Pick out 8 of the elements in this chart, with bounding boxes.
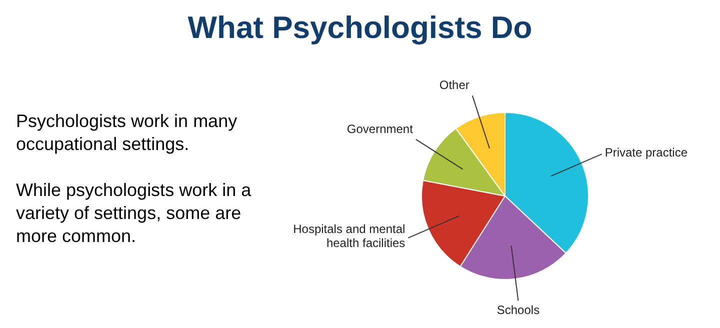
text: Psychologists work in many occupational settings. <box>16 110 238 156</box>
slice-label: Hospitals and mental health facilities <box>293 222 406 250</box>
slice-label: Private practice <box>604 145 688 160</box>
text: While psychologists work in a variety of settings, some are more common. <box>16 179 252 248</box>
slice-label: Schools <box>496 302 540 317</box>
slice-label: Other <box>439 78 470 92</box>
chart-title: What Psychologists Do <box>186 10 534 46</box>
slice-label: Government <box>346 122 414 136</box>
